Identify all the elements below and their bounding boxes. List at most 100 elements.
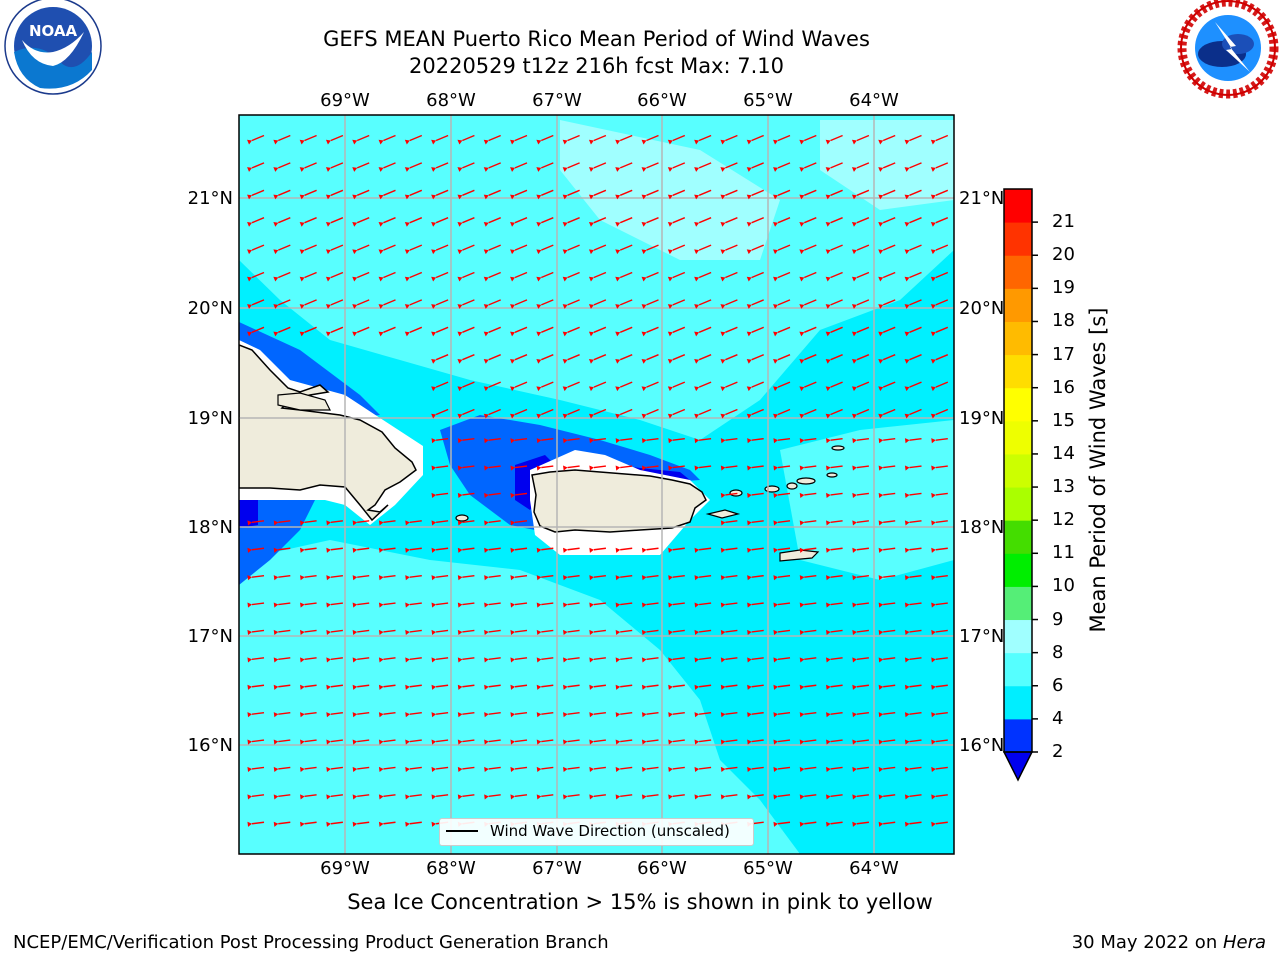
wind-wave-arrowhead bbox=[826, 684, 831, 690]
wind-wave-arrow bbox=[251, 711, 265, 715]
wind-wave-arrowhead bbox=[273, 221, 279, 227]
wind-wave-arrow bbox=[593, 657, 606, 661]
wind-wave-arrowhead bbox=[484, 547, 489, 553]
lon-label-bottom: 64°W bbox=[849, 858, 899, 879]
wind-wave-arrowhead bbox=[799, 520, 805, 526]
wind-wave-arrowhead bbox=[825, 167, 831, 172]
wind-wave-arrowhead bbox=[720, 249, 726, 255]
wind-wave-arrow bbox=[935, 739, 948, 743]
wind-wave-arrow bbox=[330, 574, 343, 578]
wind-wave-arrow bbox=[330, 217, 344, 224]
wind-wave-arrow bbox=[856, 134, 870, 142]
wind-wave-arrowhead bbox=[299, 249, 305, 255]
wind-wave-arrow bbox=[830, 271, 843, 279]
wind-wave-arrow bbox=[856, 520, 869, 524]
wind-wave-arrowhead bbox=[484, 602, 489, 608]
wind-wave-arrow bbox=[804, 162, 817, 169]
wind-wave-arrow bbox=[699, 547, 712, 551]
wind-wave-arrowhead bbox=[694, 276, 700, 282]
colorbar-tick-label: 18 bbox=[1052, 310, 1075, 332]
wind-wave-arrow bbox=[436, 520, 449, 524]
wind-wave-arrowhead bbox=[773, 794, 778, 800]
wind-wave-arrow bbox=[620, 465, 633, 469]
wind-wave-arrow bbox=[409, 547, 422, 551]
wind-wave-arrow bbox=[462, 217, 475, 224]
wind-wave-arrowhead bbox=[325, 194, 331, 200]
wind-wave-arrowhead bbox=[694, 547, 700, 553]
wind-wave-arrowhead bbox=[667, 276, 673, 282]
wind-wave-arrowhead bbox=[536, 194, 542, 200]
wind-wave-arrow bbox=[804, 739, 817, 743]
wind-wave-arrow bbox=[883, 711, 896, 715]
wind-wave-arrowhead bbox=[878, 358, 884, 364]
wind-wave-arrow bbox=[804, 629, 817, 633]
wind-wave-arrow bbox=[462, 271, 475, 279]
wind-wave-arrow bbox=[830, 547, 843, 551]
wind-wave-arrowhead bbox=[484, 575, 489, 581]
wind-wave-arrowhead bbox=[378, 575, 384, 581]
wind-wave-arrowhead bbox=[878, 684, 884, 690]
wind-wave-arrow bbox=[436, 794, 449, 798]
legend-line-icon bbox=[446, 830, 478, 832]
wind-wave-arrow bbox=[488, 492, 501, 496]
wind-wave-arrow bbox=[725, 354, 738, 361]
wind-wave-arrowhead bbox=[799, 413, 805, 419]
legend-box bbox=[439, 818, 754, 846]
wind-wave-arrowhead bbox=[615, 331, 621, 337]
wind-wave-arrowhead bbox=[799, 221, 805, 227]
wind-wave-arrowhead bbox=[457, 492, 463, 499]
wind-wave-arrow bbox=[751, 684, 764, 688]
wind-wave-arrow bbox=[804, 711, 817, 715]
wind-wave-arrowhead bbox=[641, 139, 647, 145]
wind-wave-arrowhead bbox=[773, 221, 778, 227]
wind-wave-arrowhead bbox=[405, 794, 410, 800]
wind-wave-arrowhead bbox=[457, 712, 463, 718]
wind-wave-arrowhead bbox=[799, 575, 805, 581]
wind-wave-arrowhead bbox=[563, 712, 568, 718]
map-frame bbox=[238, 114, 955, 855]
wind-wave-arrow bbox=[882, 271, 896, 279]
wind-wave-arrowhead bbox=[747, 629, 752, 636]
wind-wave-arrow bbox=[804, 465, 817, 469]
wind-wave-arrowhead bbox=[536, 684, 542, 690]
wind-wave-arrow bbox=[856, 244, 870, 251]
wind-wave-arrowhead bbox=[536, 358, 542, 364]
wind-wave-arrow bbox=[620, 547, 633, 551]
wind-wave-arrow bbox=[882, 408, 896, 416]
wind-wave-arrow bbox=[725, 574, 738, 578]
wind-wave-arrowhead bbox=[300, 629, 305, 636]
wind-wave-arrow bbox=[304, 326, 317, 333]
wind-wave-arrowhead bbox=[799, 358, 805, 364]
map-title: GEFS MEAN Puerto Rico Mean Period of Win… bbox=[323, 27, 870, 51]
wind-wave-arrow bbox=[646, 162, 659, 169]
wind-wave-arrow bbox=[751, 408, 764, 416]
wind-wave-arrow bbox=[409, 821, 422, 825]
wind-wave-arrowhead bbox=[852, 766, 857, 773]
wind-wave-arrow bbox=[751, 739, 764, 743]
wind-wave-arrowhead bbox=[484, 438, 489, 444]
wind-wave-arrowhead bbox=[747, 712, 752, 718]
wind-wave-arrowhead bbox=[930, 249, 936, 255]
wind-wave-arrow bbox=[909, 794, 922, 798]
wind-wave-arrow bbox=[567, 629, 580, 633]
wind-wave-arrow bbox=[882, 326, 896, 333]
wind-wave-arrow bbox=[356, 299, 370, 306]
wind-wave-arrow bbox=[330, 162, 344, 169]
wind-wave-arrowhead bbox=[457, 139, 463, 145]
wind-wave-arrowhead bbox=[247, 276, 252, 282]
wind-wave-arrowhead bbox=[931, 520, 936, 526]
wind-wave-arrow bbox=[672, 271, 686, 279]
wind-wave-arrowhead bbox=[799, 794, 805, 800]
wind-wave-arrowhead bbox=[825, 194, 831, 200]
wind-wave-arrow bbox=[777, 408, 791, 416]
wind-wave-arrow bbox=[593, 739, 606, 743]
wind-wave-arrow bbox=[672, 381, 686, 388]
wind-wave-arrowhead bbox=[247, 221, 252, 227]
wind-wave-arrow bbox=[830, 520, 843, 524]
wind-wave-arrow bbox=[751, 381, 764, 388]
wind-wave-arrowhead bbox=[930, 331, 936, 337]
wind-wave-arrowhead bbox=[562, 304, 568, 309]
wind-wave-arrow bbox=[777, 134, 791, 142]
wind-wave-arrowhead bbox=[431, 249, 437, 255]
wind-wave-arrow bbox=[672, 766, 685, 770]
